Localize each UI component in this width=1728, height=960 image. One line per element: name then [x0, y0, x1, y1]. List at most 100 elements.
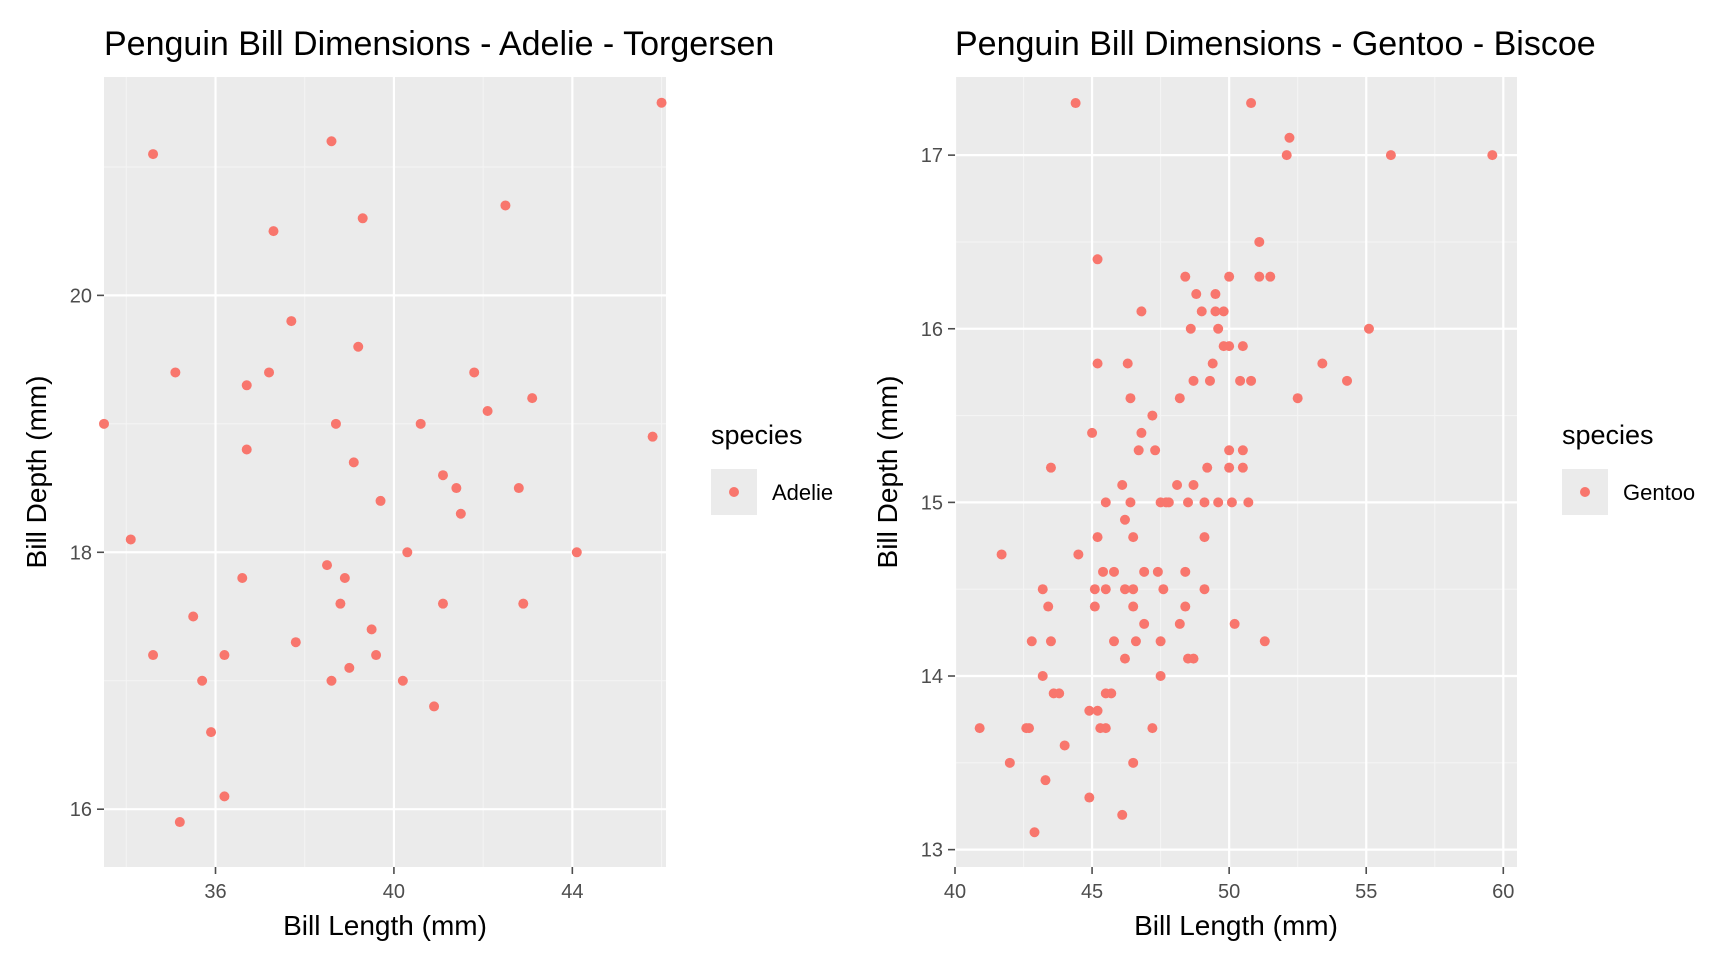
data-point: [1213, 497, 1224, 508]
data-point: [188, 611, 199, 622]
data-point: [206, 727, 217, 738]
data-point: [1385, 150, 1396, 161]
data-points: [974, 98, 1498, 838]
data-point: [1224, 271, 1235, 282]
data-point: [1092, 705, 1103, 716]
data-point: [197, 675, 208, 686]
data-point: [1191, 289, 1202, 300]
legend-key-point: [1580, 487, 1590, 497]
data-point: [1224, 341, 1235, 352]
data-point: [1204, 375, 1215, 386]
data-point: [1109, 636, 1120, 647]
data-point: [1174, 393, 1185, 404]
data-point: [1040, 775, 1051, 786]
data-point: [1265, 271, 1276, 282]
data-point: [1196, 306, 1207, 317]
data-point: [99, 418, 109, 429]
data-point: [1026, 636, 1037, 647]
y-tick-label: 15: [921, 492, 943, 514]
data-point: [1098, 566, 1109, 577]
data-point: [1152, 566, 1163, 577]
data-point: [1237, 445, 1248, 456]
data-point: [1024, 723, 1035, 734]
data-point: [125, 534, 136, 545]
data-point: [335, 598, 346, 609]
data-point: [357, 213, 368, 224]
data-point: [1284, 132, 1295, 143]
legend-key-point: [729, 487, 739, 497]
data-point: [148, 650, 159, 661]
data-point: [1037, 671, 1048, 682]
data-point: [286, 316, 297, 327]
data-point: [1147, 410, 1158, 421]
data-point: [1246, 375, 1257, 386]
data-point: [451, 483, 462, 494]
legend: species Adelie: [711, 420, 833, 515]
data-point: [1119, 653, 1130, 664]
data-point: [1199, 497, 1210, 508]
data-point: [1226, 497, 1237, 508]
data-point: [1180, 566, 1191, 577]
data-point: [1224, 445, 1235, 456]
data-point: [1136, 306, 1147, 317]
x-tick-label: 40: [944, 881, 966, 903]
data-point: [1087, 427, 1098, 438]
y-axis-ticks: 13 14 15 16 17: [921, 145, 955, 862]
data-point: [1084, 792, 1095, 803]
data-point: [1237, 462, 1248, 473]
data-point: [170, 367, 181, 378]
data-point: [348, 457, 359, 468]
data-point: [330, 418, 341, 429]
data-point: [1117, 480, 1128, 491]
data-point: [1150, 445, 1161, 456]
data-point: [647, 431, 658, 442]
data-point: [415, 418, 426, 429]
data-point: [1070, 98, 1081, 109]
legend-entry-label: Gentoo: [1623, 480, 1695, 505]
data-point: [1210, 306, 1221, 317]
data-point: [219, 791, 230, 802]
data-point: [500, 200, 511, 211]
x-tick-label: 40: [383, 881, 405, 903]
x-tick-label: 60: [1492, 881, 1514, 903]
data-point: [1487, 150, 1498, 161]
data-point: [1029, 827, 1040, 838]
data-point: [1092, 532, 1103, 543]
data-point: [1229, 618, 1240, 629]
x-tick-label: 50: [1218, 881, 1240, 903]
data-point: [1119, 514, 1130, 525]
data-point: [1100, 584, 1111, 595]
data-point: [1155, 671, 1166, 682]
chart-title: Penguin Bill Dimensions - Adelie - Torge…: [104, 25, 774, 63]
data-point: [1163, 497, 1174, 508]
data-point: [1084, 705, 1095, 716]
data-point: [1004, 757, 1015, 768]
data-point: [1292, 393, 1303, 404]
data-point: [1183, 497, 1194, 508]
data-points: [99, 97, 667, 828]
data-point: [353, 341, 364, 352]
chart-adelie-torgersen: Penguin Bill Dimensions - Adelie - Torge…: [21, 25, 833, 941]
data-point: [1207, 358, 1218, 369]
data-point: [1100, 497, 1111, 508]
data-point: [482, 405, 493, 416]
data-point: [1128, 532, 1139, 543]
data-point: [1281, 150, 1292, 161]
data-point: [1139, 566, 1150, 577]
data-point: [469, 367, 480, 378]
data-point: [1119, 584, 1130, 595]
x-axis-title: Bill Length (mm): [283, 910, 487, 941]
data-point: [1117, 809, 1128, 820]
data-point: [1128, 601, 1139, 612]
data-point: [1133, 445, 1144, 456]
data-point: [513, 483, 524, 494]
data-point: [237, 572, 248, 583]
data-point: [1202, 462, 1213, 473]
data-point: [455, 508, 466, 519]
data-point: [1125, 393, 1136, 404]
data-point: [1089, 584, 1100, 595]
data-point: [1243, 497, 1254, 508]
y-tick-label: 14: [921, 666, 943, 688]
data-point: [322, 560, 333, 571]
chart-title: Penguin Bill Dimensions - Gentoo - Bisco…: [955, 25, 1596, 63]
